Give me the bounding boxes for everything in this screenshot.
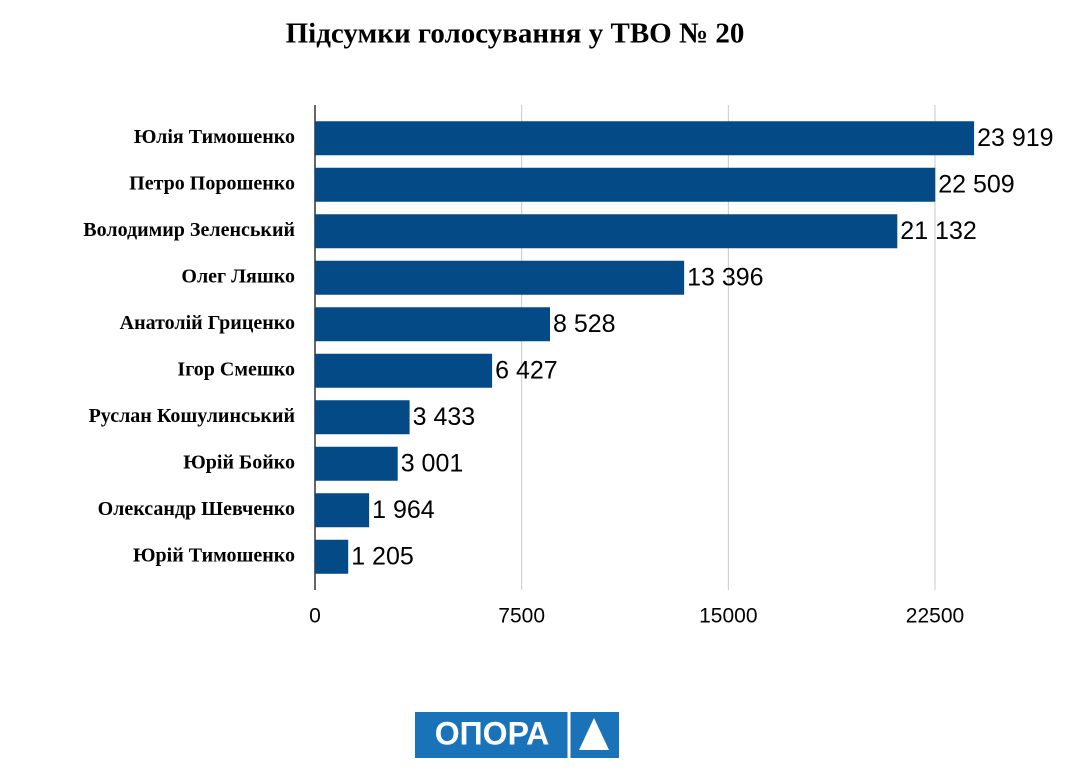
value-label: 23 919: [977, 124, 1053, 152]
x-tick-label: 22500: [906, 605, 964, 628]
y-tick-label: Олег Ляшко: [181, 265, 295, 287]
x-tick-label: 7500: [498, 605, 545, 628]
logo-triangle: [579, 718, 609, 750]
y-tick-label: Юрій Бойко: [183, 451, 295, 473]
bar: [315, 493, 370, 528]
y-tick-label: Юлія Тимошенко: [134, 126, 295, 148]
y-tick-label: Руслан Кошулинський: [89, 405, 295, 427]
bar: [315, 260, 685, 295]
value-label: 1 205: [351, 542, 414, 570]
bar: [315, 400, 410, 435]
y-tick-label: Анатолій Гриценко: [120, 312, 295, 334]
value-label: 8 528: [553, 310, 616, 338]
bar: [315, 167, 936, 202]
value-label: 3 001: [401, 449, 464, 477]
y-tick-label: Олександр Шевченко: [98, 498, 295, 520]
chart-title: Підсумки голосування у ТВО № 20: [286, 18, 745, 50]
value-label: 21 132: [900, 217, 976, 245]
bar: [315, 121, 975, 156]
x-tick-label: 15000: [699, 605, 757, 628]
logo: ОПОРА: [415, 712, 619, 758]
x-tick-label: 0: [309, 605, 321, 628]
y-tick-label: Петро Порошенко: [129, 172, 295, 194]
bar: [315, 446, 398, 481]
value-label: 1 964: [372, 496, 435, 524]
bar: [315, 539, 349, 574]
logo-text: ОПОРА: [435, 715, 549, 751]
y-tick-label: Юрій Тимошенко: [133, 544, 295, 566]
bar: [315, 353, 493, 388]
y-tick-label: Володимир Зеленський: [83, 219, 295, 241]
logo-box: [415, 712, 619, 758]
value-label: 22 509: [938, 170, 1014, 198]
value-label: 6 427: [495, 356, 558, 384]
value-label: 13 396: [687, 263, 763, 291]
value-label: 3 433: [413, 403, 476, 431]
y-tick-label: Ігор Смешко: [177, 358, 295, 380]
bar: [315, 307, 550, 342]
bar: [315, 214, 898, 249]
